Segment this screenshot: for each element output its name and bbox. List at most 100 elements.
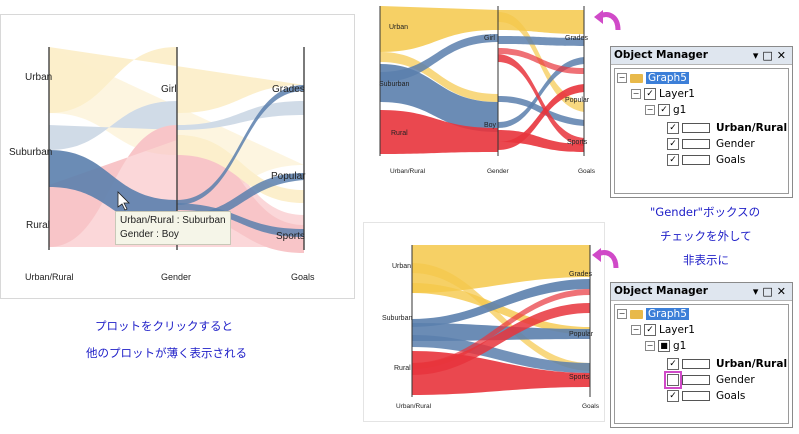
- left-goal-popular: Popular: [271, 171, 306, 182]
- top-parallel-sets-chart[interactable]: [374, 2, 604, 179]
- om-top-tree[interactable]: − Graph5 − ✓ Layer1 − ✓ g1 ✓ Urban/Rural ✓ Gend…: [614, 68, 789, 194]
- collapse-icon[interactable]: −: [631, 89, 641, 99]
- om-top-graph-label[interactable]: Graph5: [646, 72, 689, 84]
- om-bottom-window-buttons[interactable]: ▾□✕: [752, 285, 790, 298]
- om-bottom-layer-label[interactable]: Layer1: [659, 324, 695, 336]
- om-top-titlebar: Object Manager ▾□✕: [611, 47, 792, 65]
- plot-swatch: [682, 375, 710, 385]
- caption-right-line-2: チェックを外して: [660, 229, 752, 243]
- top-plot-panel[interactable]: Urban Suburban Rural Girl Boy Grades Pop…: [374, 2, 604, 179]
- checkbox-unchecked-icon[interactable]: [664, 371, 682, 389]
- om-bottom-graph-label[interactable]: Graph5: [646, 308, 689, 320]
- bottom-parallel-sets-chart[interactable]: [364, 223, 604, 421]
- collapse-icon[interactable]: −: [645, 341, 655, 351]
- om-bottom-item-goals[interactable]: ✓ Goals: [667, 389, 745, 404]
- left-goal-grades: Grades: [272, 84, 305, 95]
- checkbox-checked-icon[interactable]: ✓: [667, 390, 679, 402]
- checkbox-checked-icon[interactable]: ✓: [667, 138, 679, 150]
- left-ylabel-rural: Rural: [26, 220, 50, 231]
- bottom-goal-grades: Grades: [569, 271, 592, 278]
- om-top-item-label[interactable]: Urban/Rural: [716, 122, 788, 134]
- collapse-icon[interactable]: −: [617, 73, 627, 83]
- checkbox-checked-icon[interactable]: ✓: [644, 88, 656, 100]
- plot-swatch: [682, 139, 710, 149]
- om-top-window-buttons[interactable]: ▾□✕: [752, 49, 790, 62]
- object-manager-bottom[interactable]: Object Manager ▾□✕ − Graph5 − ✓ Layer1 − ■ g1…: [610, 282, 793, 428]
- bottom-axis-title-urbanrural: Urban/Rural: [396, 403, 432, 410]
- om-top-item-urbanrural[interactable]: ✓ Urban/Rural: [667, 121, 787, 136]
- om-bottom-item-label[interactable]: Gender: [716, 374, 755, 386]
- tooltip-line-2: Gender : Boy: [120, 229, 179, 240]
- bottom-axis-title-goals: Goals: [582, 403, 599, 410]
- om-top-layer-label[interactable]: Layer1: [659, 88, 695, 100]
- caption-left-line-1: プロットをクリックすると: [95, 319, 233, 333]
- collapse-icon[interactable]: −: [617, 309, 627, 319]
- om-bottom-layer-row[interactable]: − ✓ Layer1: [631, 323, 695, 338]
- top-axis-title-urbanrural: Urban/Rural: [390, 168, 426, 175]
- om-bottom-item-label[interactable]: Urban/Rural: [716, 358, 788, 370]
- top-gender-boy: Boy: [484, 122, 497, 129]
- checkbox-partial-icon[interactable]: ■: [658, 340, 670, 352]
- om-top-item-gender[interactable]: ✓ Gender: [667, 137, 755, 152]
- hover-tooltip: Urban/Rural : Suburban Gender : Boy: [115, 211, 231, 245]
- caption-right-line-3: 非表示に: [683, 253, 729, 267]
- checkbox-checked-icon[interactable]: ✓: [644, 324, 656, 336]
- left-ylabel-urban: Urban: [25, 72, 53, 83]
- om-bottom-item-gender[interactable]: Gender: [664, 371, 755, 389]
- collapse-icon[interactable]: −: [631, 325, 641, 335]
- checkbox-checked-icon[interactable]: ✓: [658, 104, 670, 116]
- checkbox-checked-icon[interactable]: ✓: [667, 122, 679, 134]
- top-ylabel-suburban: Suburban: [379, 81, 410, 88]
- left-plot-panel[interactable]: Urban Suburban Rural Girl Grades Popular…: [0, 14, 355, 299]
- curved-arrow-icon: [594, 10, 621, 31]
- caption-right-line-1: "Gender"ボックスの: [650, 205, 761, 219]
- bottom-ylabel-urban: Urban: [392, 263, 412, 270]
- om-top-layer-row[interactable]: − ✓ Layer1: [631, 87, 695, 102]
- om-top-title: Object Manager: [614, 49, 708, 61]
- top-goal-popular: Popular: [565, 97, 590, 104]
- plot-swatch: [682, 123, 710, 133]
- plot-swatch: [682, 359, 710, 369]
- top-goal-grades: Grades: [565, 35, 588, 42]
- om-bottom-title: Object Manager: [614, 285, 708, 297]
- om-bottom-group-row[interactable]: − ■ g1: [645, 339, 686, 354]
- left-axis-title-gender: Gender: [161, 272, 192, 282]
- top-axis-title-goals: Goals: [578, 168, 595, 175]
- om-top-graph-row[interactable]: − Graph5: [617, 71, 689, 86]
- tooltip-line-1: Urban/Rural : Suburban: [120, 215, 226, 226]
- left-ylabel-suburban: Suburban: [9, 147, 53, 158]
- checkbox-checked-icon[interactable]: ✓: [667, 154, 679, 166]
- om-top-group-row[interactable]: − ✓ g1: [645, 103, 686, 118]
- curved-arrow-icon: [592, 248, 619, 269]
- om-bottom-item-urbanrural[interactable]: ✓ Urban/Rural: [667, 357, 787, 372]
- om-top-group-label[interactable]: g1: [673, 104, 687, 116]
- object-manager-top[interactable]: Object Manager ▾□✕ − Graph5 − ✓ Layer1 − ✓ g1…: [610, 46, 793, 198]
- top-ylabel-urban: Urban: [389, 24, 409, 31]
- folder-icon: [630, 309, 643, 319]
- top-gender-girl: Girl: [484, 35, 495, 42]
- collapse-icon[interactable]: −: [645, 105, 655, 115]
- om-bottom-group-label[interactable]: g1: [673, 340, 687, 352]
- om-bottom-item-label[interactable]: Goals: [716, 390, 746, 402]
- om-top-item-label[interactable]: Goals: [716, 154, 746, 166]
- caption-left-line-2: 他のプロットが薄く表示される: [86, 346, 247, 360]
- bottom-ylabel-suburban: Suburban: [382, 315, 413, 322]
- plot-swatch: [682, 391, 710, 401]
- bottom-goal-sports: Sports: [569, 374, 590, 381]
- left-goal-sports: Sports: [276, 231, 305, 242]
- left-parallel-sets-chart[interactable]: [1, 15, 354, 298]
- left-axis-title-urbanrural: Urban/Rural: [25, 272, 74, 282]
- om-bottom-tree[interactable]: − Graph5 − ✓ Layer1 − ■ g1 ✓ Urban/Rural Gende…: [614, 304, 789, 424]
- plot-swatch: [682, 155, 710, 165]
- left-gender-girl: Girl: [161, 84, 177, 95]
- left-axis-title-goals: Goals: [291, 272, 315, 282]
- checkbox-checked-icon[interactable]: ✓: [667, 358, 679, 370]
- folder-icon: [630, 73, 643, 83]
- om-bottom-titlebar: Object Manager ▾□✕: [611, 283, 792, 301]
- om-top-item-goals[interactable]: ✓ Goals: [667, 153, 745, 168]
- om-top-item-label[interactable]: Gender: [716, 138, 755, 150]
- om-bottom-graph-row[interactable]: − Graph5: [617, 307, 689, 322]
- top-ylabel-rural: Rural: [391, 130, 408, 137]
- bottom-plot-panel[interactable]: Urban Suburban Rural Grades Popular Spor…: [363, 222, 605, 422]
- bottom-goal-popular: Popular: [569, 331, 594, 338]
